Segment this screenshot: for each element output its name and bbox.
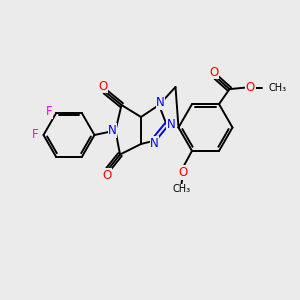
Text: O: O: [102, 169, 111, 182]
Text: N: N: [150, 136, 159, 150]
Text: CH₃: CH₃: [268, 82, 286, 93]
Text: F: F: [32, 128, 38, 142]
Text: O: O: [98, 80, 107, 93]
Text: N: N: [108, 124, 117, 137]
Text: O: O: [209, 65, 218, 79]
Text: O: O: [246, 80, 255, 94]
Text: CH₃: CH₃: [172, 184, 190, 194]
Text: F: F: [45, 105, 52, 118]
Text: O: O: [178, 166, 188, 179]
Text: N: N: [167, 118, 176, 131]
Text: N: N: [156, 96, 165, 110]
